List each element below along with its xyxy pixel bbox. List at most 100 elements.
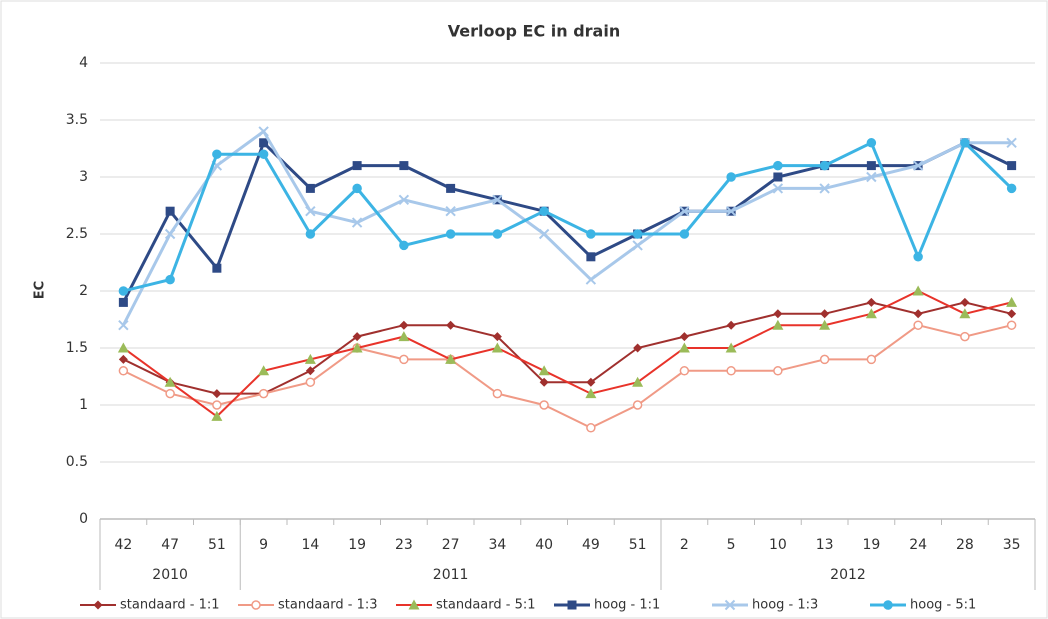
marker [93, 600, 103, 610]
marker [118, 366, 129, 376]
x-tick-label: 40 [535, 537, 553, 553]
marker [773, 366, 783, 376]
marker [1006, 320, 1017, 330]
marker [773, 172, 783, 182]
marker [1006, 183, 1017, 194]
marker [1006, 296, 1018, 307]
y-tick-label: 4 [79, 55, 88, 71]
marker [399, 161, 409, 171]
marker [679, 366, 690, 376]
marker [772, 319, 784, 330]
marker [633, 343, 643, 353]
x-tick-label: 19 [348, 537, 366, 553]
marker [259, 138, 269, 148]
marker [819, 354, 830, 365]
marker [819, 319, 831, 330]
marker [725, 205, 737, 217]
series-line [122, 129, 1012, 326]
marker [118, 354, 128, 364]
series-line [122, 140, 1013, 304]
marker [492, 332, 502, 342]
y-axis-label: EC [33, 281, 48, 299]
marker [959, 308, 971, 319]
legend-label: hoog - 5:1 [910, 598, 976, 613]
marker [351, 342, 363, 353]
marker [165, 206, 175, 216]
marker [164, 228, 176, 240]
marker [352, 183, 362, 194]
marker [539, 206, 549, 216]
marker [820, 309, 830, 319]
marker [586, 252, 596, 262]
marker [679, 332, 689, 342]
marker [212, 263, 222, 273]
marker [866, 297, 876, 307]
marker [492, 194, 503, 206]
marker [960, 297, 970, 307]
x-group-label: 2011 [433, 567, 469, 583]
marker [912, 160, 924, 171]
marker [212, 389, 222, 399]
marker [679, 205, 690, 217]
marker [258, 149, 269, 159]
x-tick-label: 5 [727, 537, 736, 553]
x-tick-label: 14 [301, 537, 319, 553]
series-line [122, 289, 1012, 418]
legend-label: standaard - 1:3 [278, 598, 378, 613]
marker [632, 229, 643, 239]
x-tick-label: 34 [488, 537, 506, 553]
y-tick-label: 1.5 [66, 340, 88, 356]
marker [538, 365, 550, 376]
x-tick-label: 35 [1003, 537, 1021, 553]
marker [492, 388, 503, 399]
marker [445, 205, 456, 217]
marker [212, 149, 222, 159]
marker [679, 229, 690, 239]
marker [865, 308, 877, 319]
legend-label: hoog - 1:3 [752, 598, 818, 613]
marker [632, 400, 643, 410]
marker [773, 160, 783, 171]
marker [492, 229, 503, 239]
x-tick-label: 13 [816, 537, 834, 553]
marker [352, 332, 362, 342]
marker [960, 331, 970, 342]
marker [1007, 161, 1017, 171]
marker [399, 354, 409, 365]
y-tick-label: 0 [79, 511, 88, 527]
marker [398, 331, 410, 342]
x-tick-label: 24 [909, 537, 927, 553]
marker [212, 400, 222, 410]
marker [539, 400, 549, 410]
x-tick-label: 19 [862, 537, 880, 553]
marker [258, 365, 270, 376]
series-line [122, 324, 1012, 429]
marker [585, 274, 597, 285]
marker [251, 600, 261, 610]
x-group-label: 2012 [830, 567, 866, 583]
marker [446, 320, 456, 330]
x-tick-label: 49 [582, 537, 600, 553]
y-tick-label: 2.5 [66, 226, 88, 242]
marker [773, 309, 783, 319]
marker [586, 423, 596, 433]
marker [585, 388, 597, 399]
x-tick-label: 28 [956, 537, 974, 553]
marker [678, 342, 690, 353]
marker [445, 353, 457, 364]
marker [725, 342, 737, 353]
marker [399, 320, 409, 330]
marker [586, 229, 596, 239]
marker [883, 600, 893, 610]
x-tick-label: 2 [680, 537, 689, 553]
marker [819, 160, 830, 171]
marker [538, 228, 550, 240]
y-tick-label: 1 [79, 397, 88, 413]
marker [446, 183, 456, 193]
marker [117, 342, 129, 353]
marker [211, 410, 223, 421]
y-tick-label: 2 [79, 283, 88, 299]
